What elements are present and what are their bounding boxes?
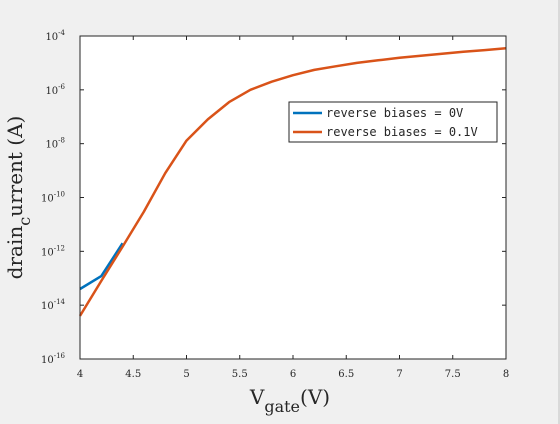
y-tick-label: 10-16 xyxy=(41,352,66,366)
y-axis-label: draincurrent (A) xyxy=(3,116,34,280)
x-tick-label: 8 xyxy=(503,369,509,380)
x-tick-label: 5 xyxy=(183,369,189,380)
x-tick-label: 6 xyxy=(290,369,296,380)
y-tick-label: 10-10 xyxy=(41,191,65,205)
series-line-1 xyxy=(78,47,507,317)
x-tick-label: 7.5 xyxy=(445,369,461,380)
x-tick-label: 4.5 xyxy=(125,369,141,380)
series-layer xyxy=(78,47,507,317)
y-tick-label: 10-6 xyxy=(45,83,65,97)
legend-box xyxy=(288,101,498,143)
x-tick-label: 7 xyxy=(396,369,402,380)
x-axis-label: Vgate(V) xyxy=(249,385,330,416)
ticks-layer: 4 4.5 5 5.5 6 6.5 7 7.5 8 10-16 10-14 10-12 10-10 10-… xyxy=(41,29,509,380)
y-tick-label: 10-12 xyxy=(41,244,65,258)
y-tick-label: 10-8 xyxy=(45,137,65,151)
x-tick-label: 6.5 xyxy=(338,369,354,380)
x-tick-label: 5.5 xyxy=(232,369,248,380)
x-tick-label: 4 xyxy=(77,369,83,380)
legend: reverse biases = 0V reverse biases = 0.1… xyxy=(288,101,498,143)
y-tick-label: 10-4 xyxy=(45,29,65,43)
legend-label-0: reverse biases = 0V xyxy=(326,106,463,120)
legend-label-1: reverse biases = 0.1V xyxy=(326,125,478,139)
plot-area xyxy=(80,36,506,359)
y-tick-label: 10-14 xyxy=(41,298,66,312)
window-edge xyxy=(558,0,560,424)
series-line-0 xyxy=(79,242,124,291)
